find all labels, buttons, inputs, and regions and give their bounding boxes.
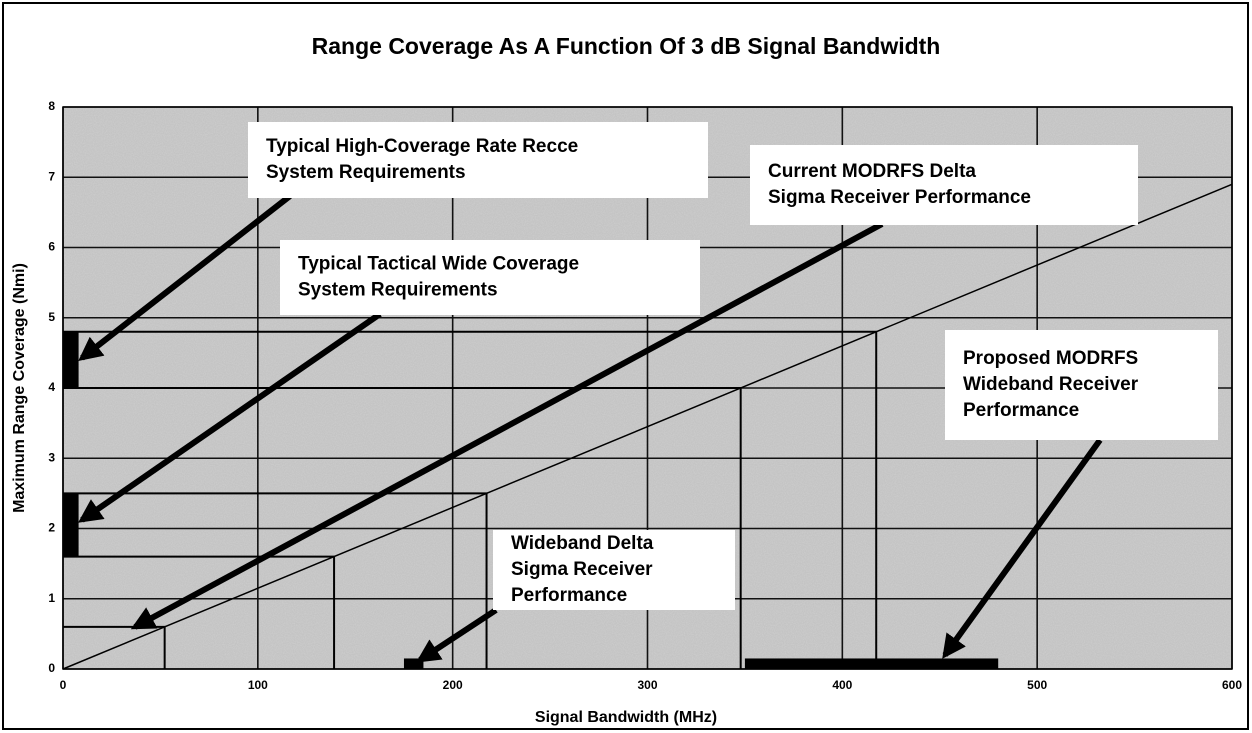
y-tick-label: 5 bbox=[48, 310, 55, 324]
annotation-text: System Requirements bbox=[298, 280, 498, 301]
x-tick-label: 0 bbox=[60, 678, 67, 692]
y-tick-label: 0 bbox=[48, 661, 55, 675]
y-tick-label: 4 bbox=[48, 380, 55, 394]
annotation-arrow bbox=[78, 193, 292, 361]
annotation-text: Performance bbox=[963, 400, 1079, 421]
guide-line bbox=[63, 330, 878, 669]
x-tick-label: 200 bbox=[443, 678, 463, 692]
annotation-text: Typical Tactical Wide Coverage bbox=[298, 254, 579, 275]
requirement-region bbox=[63, 331, 79, 388]
y-axis-label: Maximum Range Coverage (Nmi) bbox=[11, 263, 28, 513]
annotation-text: Sigma Receiver bbox=[511, 559, 653, 580]
requirement-region bbox=[63, 493, 79, 557]
annotation-box bbox=[280, 240, 700, 315]
x-tick-label: 100 bbox=[248, 678, 268, 692]
x-axis-label: Signal Bandwidth (MHz) bbox=[535, 709, 717, 726]
annotation-text: Wideband Receiver bbox=[963, 374, 1139, 395]
annotation-box bbox=[493, 530, 735, 610]
y-tick-label: 8 bbox=[48, 99, 55, 113]
annotation-text: Wideband Delta bbox=[511, 533, 654, 554]
annotation-text: Performance bbox=[511, 585, 627, 606]
y-tick-label: 6 bbox=[48, 240, 55, 254]
annotation-text: System Requirements bbox=[266, 162, 466, 183]
annotation-box bbox=[248, 122, 708, 198]
x-tick-label: 600 bbox=[1222, 678, 1242, 692]
guide-line bbox=[63, 492, 488, 669]
requirement-region bbox=[403, 658, 424, 669]
annotation-text: Proposed MODRFS bbox=[963, 348, 1138, 369]
requirement-region bbox=[744, 658, 999, 669]
annotation-arrow bbox=[415, 607, 498, 663]
x-tick-label: 400 bbox=[832, 678, 852, 692]
annotation-box bbox=[945, 330, 1218, 440]
y-tick-label: 1 bbox=[48, 591, 55, 605]
annotation-box bbox=[750, 145, 1138, 225]
guide-line bbox=[63, 625, 166, 669]
performance-line bbox=[62, 183, 1233, 670]
guide-line bbox=[63, 555, 336, 669]
annotation-arrow bbox=[78, 311, 382, 523]
x-tick-label: 300 bbox=[637, 678, 657, 692]
annotation-arrow bbox=[130, 221, 884, 630]
annotation-text: Current MODRFS Delta bbox=[768, 161, 976, 182]
chart-title: Range Coverage As A Function Of 3 dB Sig… bbox=[312, 33, 941, 59]
annotation-text: Sigma Receiver Performance bbox=[768, 187, 1031, 208]
annotation-arrow bbox=[942, 438, 1103, 659]
y-tick-label: 7 bbox=[48, 169, 55, 183]
y-tick-label: 2 bbox=[48, 521, 55, 535]
guide-line bbox=[63, 387, 742, 669]
x-tick-label: 500 bbox=[1027, 678, 1047, 692]
y-tick-label: 3 bbox=[48, 450, 55, 464]
annotation-text: Typical High-Coverage Rate Recce bbox=[266, 136, 578, 157]
